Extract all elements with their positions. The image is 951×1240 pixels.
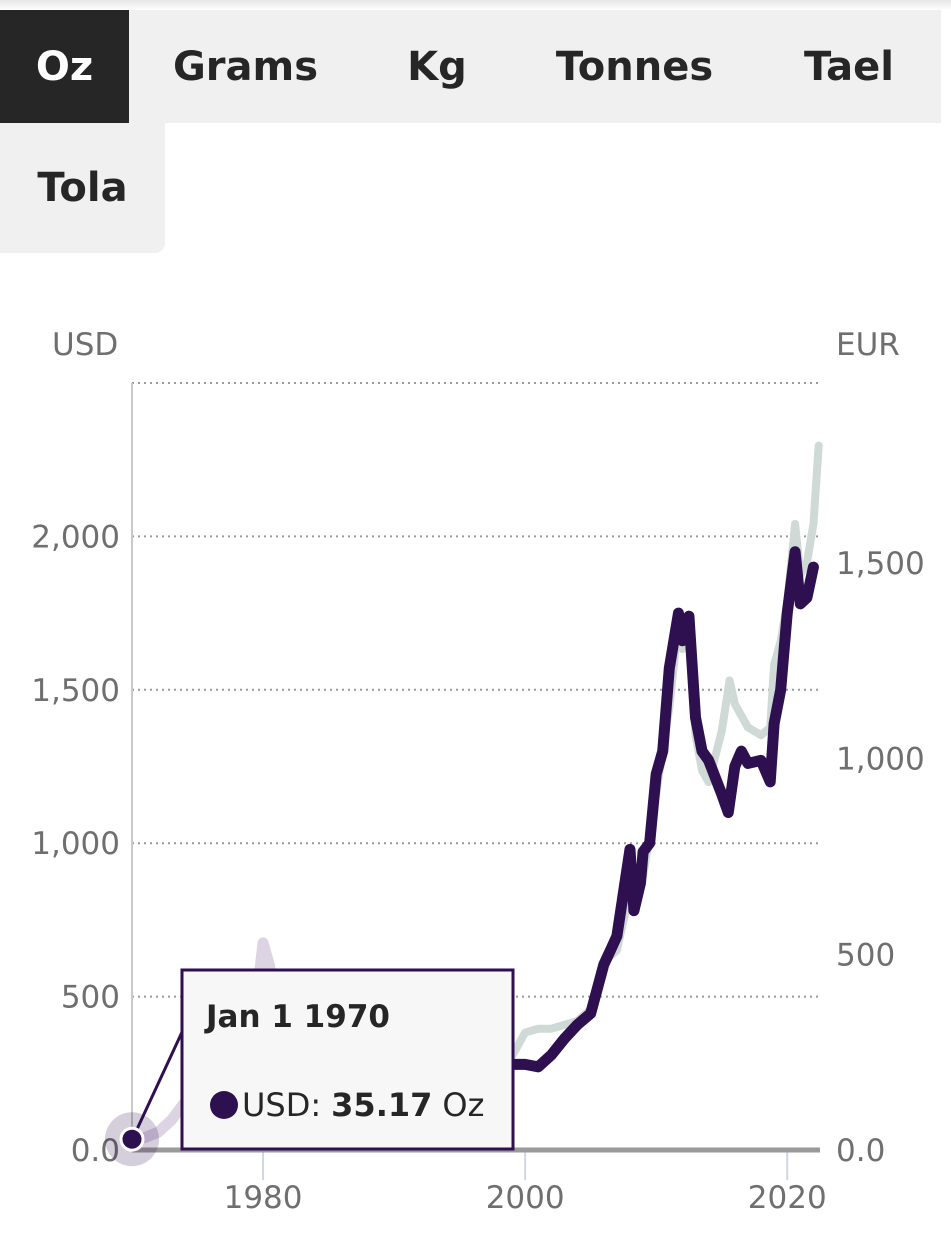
tab-tael[interactable]: Tael [804,43,894,90]
tab-grams[interactable]: Grams [172,43,319,90]
tooltip-series-label: USD: [242,1086,321,1124]
hover-point [105,1112,159,1167]
grid-lines [132,382,820,998]
right-axis-label: EUR [836,327,900,363]
tooltip: Jan 1 1970 USD: 35.17 Oz [130,968,515,1151]
top-shadow [0,0,951,10]
tooltip-pointer [130,1029,185,1141]
left-tick-labels: 0.0 500 1,000 1,500 2,000 [31,519,120,1169]
left-tick-label: 1,500 [31,673,120,709]
tooltip-value-line: USD: 35.17 Oz [242,1086,484,1124]
tooltip-date: Jan 1 1970 [204,999,390,1035]
tooltip-value: 35.17 [331,1086,432,1124]
right-tick-labels: 0.0 500 1,000 1,500 [836,546,925,1169]
hover-dot [119,1126,145,1152]
left-tick-label: 500 [61,980,120,1016]
x-tick-labels: 1980 2000 2020 [224,1180,827,1216]
x-tick-label: 2000 [486,1180,565,1216]
right-tick-label: 1,000 [836,742,925,778]
tooltip-series-marker [210,1091,238,1119]
left-tick-label: 1,000 [31,826,120,862]
right-tick-label: 500 [836,937,895,973]
tab-tola[interactable]: Tola [0,123,165,253]
usd-series-line [506,546,819,1073]
left-axis-label: USD [52,327,118,363]
unit-tabs-bar [0,10,941,123]
right-tick-label: 0.0 [836,1133,885,1169]
x-tick-label: 1980 [224,1180,303,1216]
tooltip-box [180,968,515,1151]
tab-oz[interactable]: Oz [0,10,129,123]
tab-kg[interactable]: Kg [407,43,467,90]
x-tick-label: 2020 [748,1180,827,1216]
right-tick-label: 1,500 [836,546,925,582]
tooltip-unit: Oz [442,1086,484,1124]
left-tick-label: 0.0 [71,1133,120,1169]
tab-tonnes[interactable]: Tonnes [555,43,714,90]
left-tick-label: 2,000 [31,519,120,555]
